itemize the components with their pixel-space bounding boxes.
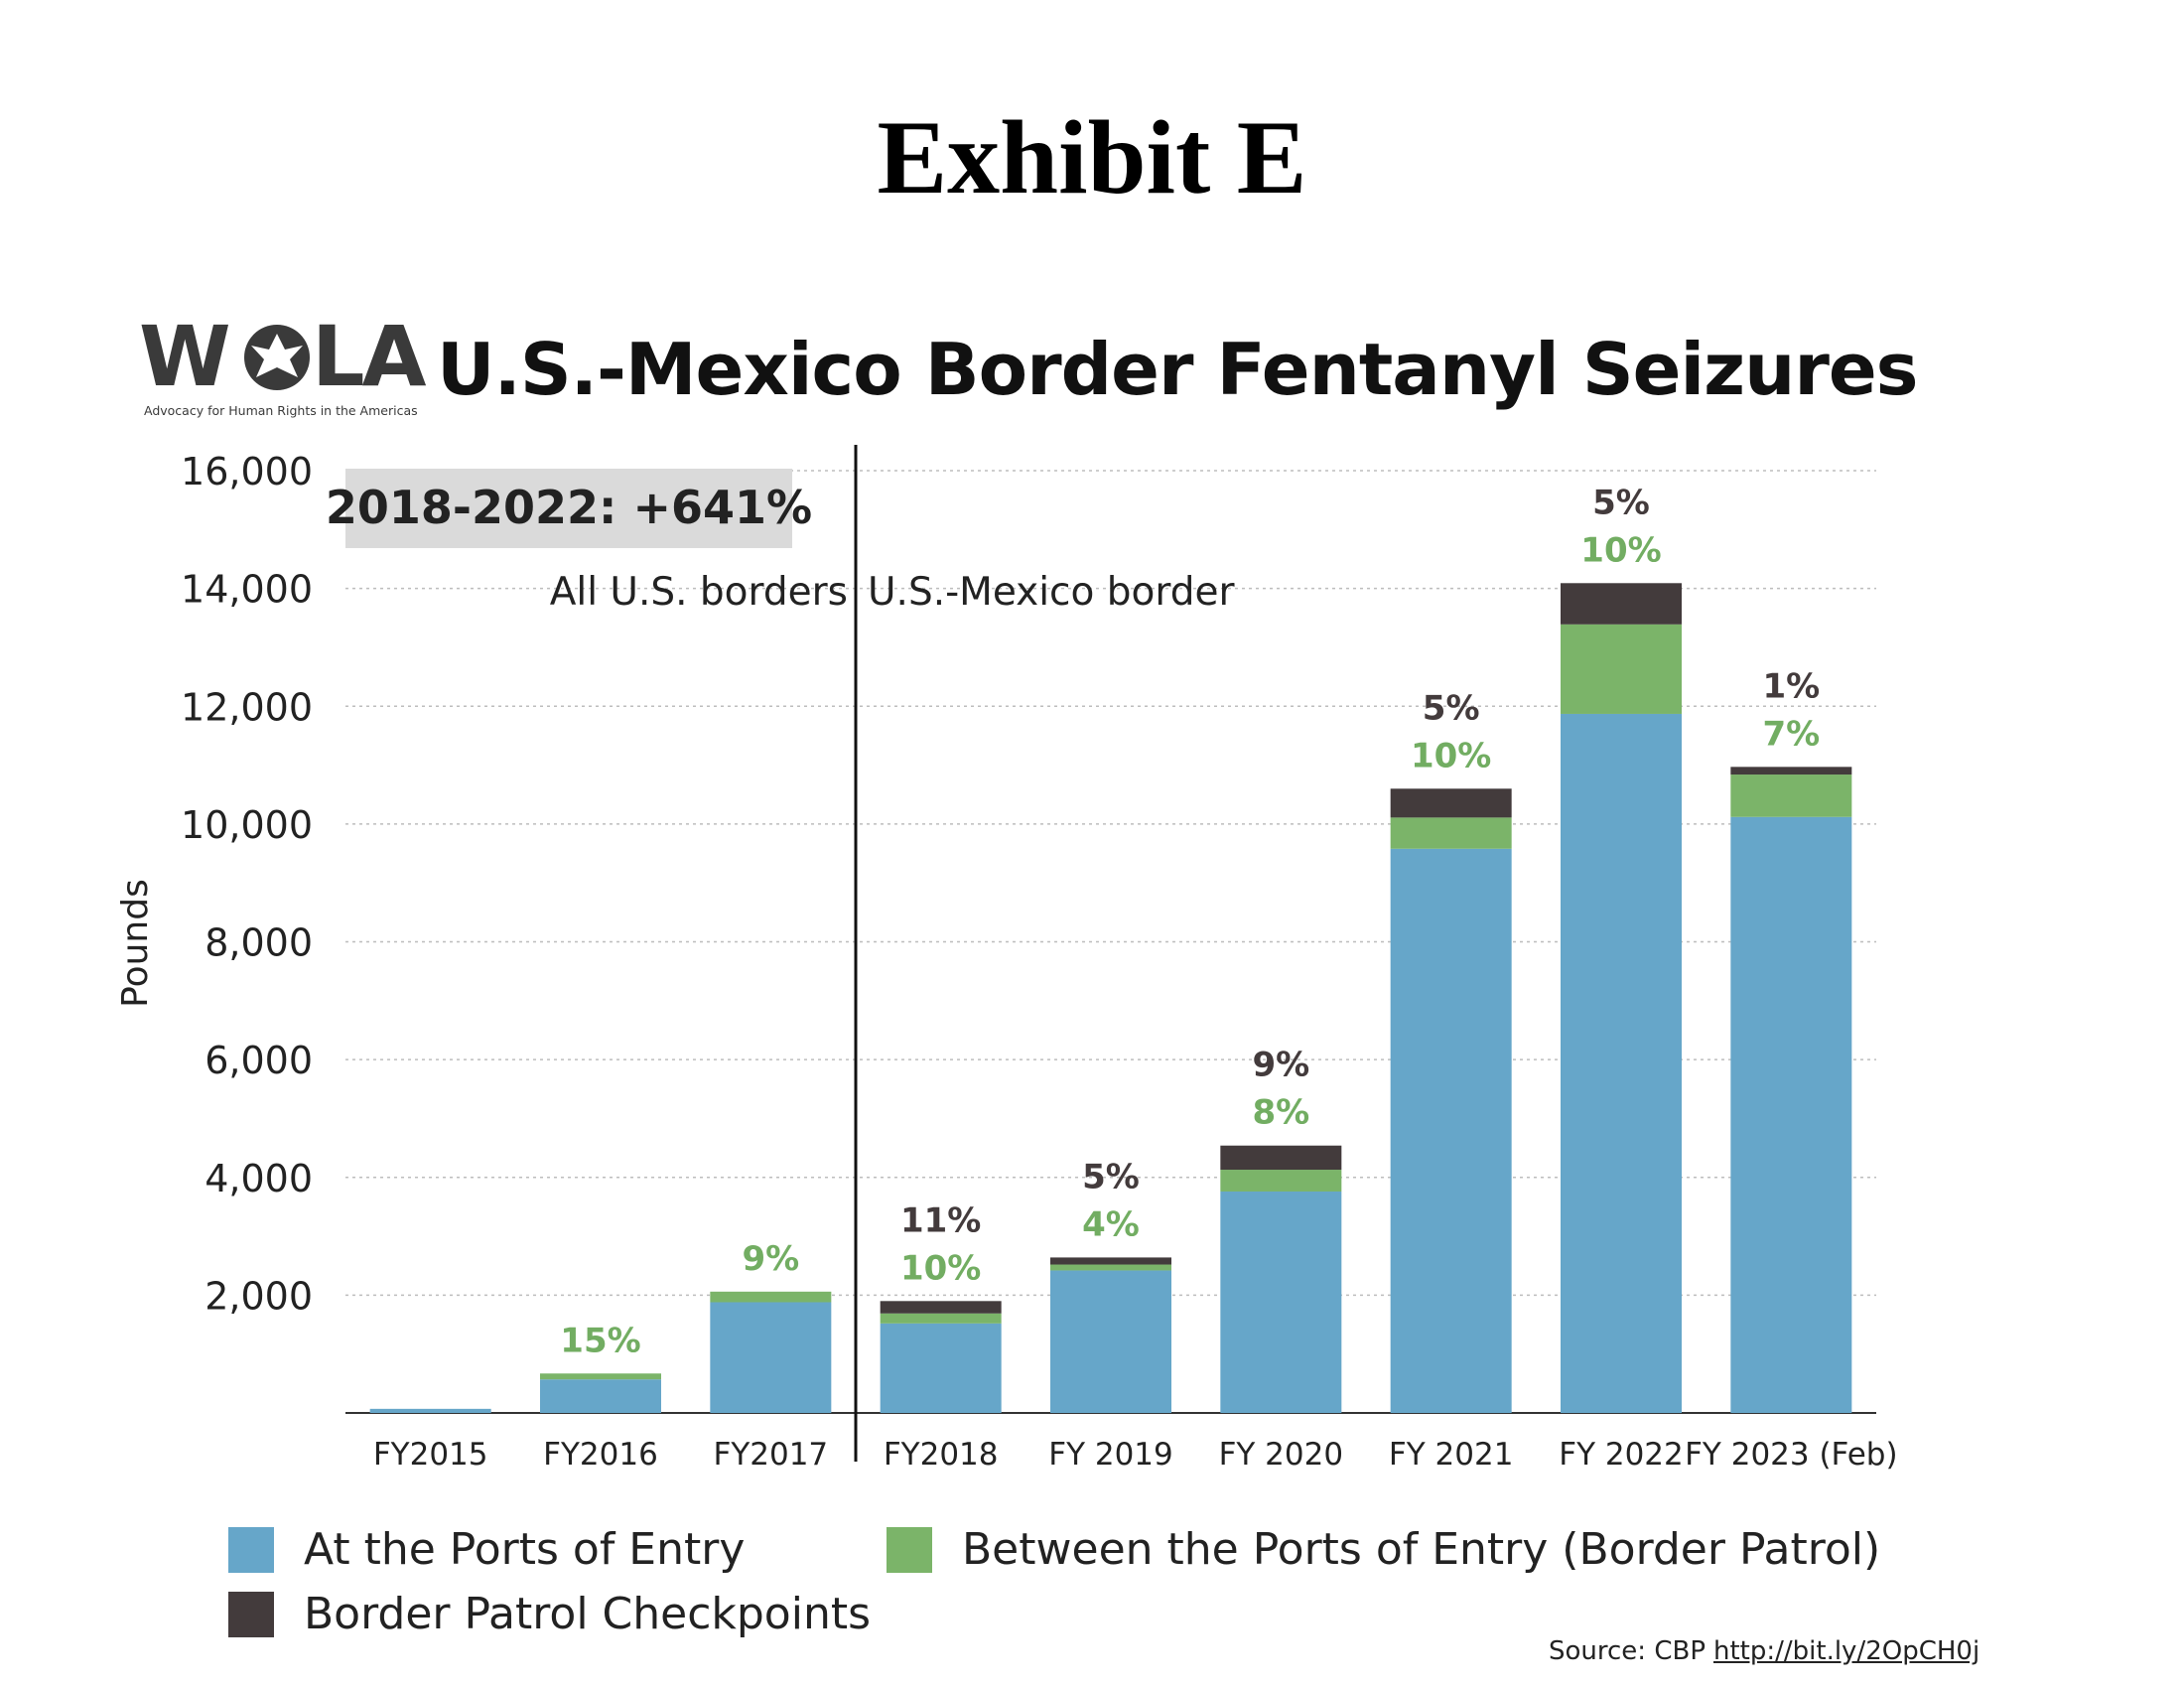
- y-axis-label: Pounds: [115, 879, 156, 1008]
- x-tick-label: FY 2022: [1559, 1437, 1684, 1473]
- bar-labels: 15% 9% 10% 11% 4% 5% 8% 9% 10% 5% 10% 5% 7% 1%: [560, 483, 1820, 1360]
- bar-segment: [1050, 1264, 1171, 1271]
- x-tick-label: FY 2020: [1219, 1437, 1344, 1473]
- wola-logo: W LA Advocacy for Human Rights in the Am…: [139, 316, 427, 418]
- source-link[interactable]: http://bit.ly/2OpCH0j: [1713, 1636, 1980, 1666]
- x-tick-label: FY2018: [884, 1437, 999, 1473]
- legend-label-ports: At the Ports of Entry: [304, 1524, 746, 1575]
- bar-label-between-pct: 4%: [1082, 1204, 1140, 1244]
- bar-label-between-pct: 10%: [1411, 736, 1491, 775]
- bar-label-checkpoint-pct: 1%: [1762, 666, 1820, 706]
- svg-text:W: W: [139, 316, 229, 405]
- y-tick-label: 6,000: [205, 1039, 313, 1082]
- legend-label-checkpoints: Border Patrol Checkpoints: [304, 1589, 872, 1639]
- source-note: Source: CBP http://bit.ly/2OpCH0j: [1549, 1638, 1979, 1664]
- annotations: All U.S. borders U.S.-Mexico border 2018-2…: [326, 445, 1235, 1462]
- y-tick-label: 16,000: [181, 450, 313, 493]
- x-tick-label: FY 2023 (Feb): [1685, 1437, 1897, 1473]
- y-tick-label: 10,000: [181, 803, 313, 847]
- bar-segment: [1561, 583, 1682, 625]
- y-tick-label: 14,000: [181, 568, 313, 612]
- bar-segment: [1220, 1191, 1342, 1413]
- legend-swatch-between: [887, 1526, 932, 1573]
- source-label: Source: CBP: [1549, 1636, 1706, 1666]
- highlight-text: 2018-2022: +641%: [326, 481, 812, 534]
- y-tick-label: 2,000: [205, 1274, 313, 1318]
- bar-segment: [1390, 817, 1512, 849]
- legend-item-between: Between the Ports of Entry (Border Patro…: [887, 1524, 1880, 1575]
- legend-item-checkpoints: Border Patrol Checkpoints: [228, 1589, 871, 1639]
- legend-swatch-checkpoints: [228, 1591, 274, 1637]
- bar-label-checkpoint-pct: 9%: [1252, 1046, 1309, 1085]
- bar-segment: [1730, 774, 1852, 817]
- bar-segment: [1390, 788, 1512, 818]
- x-tick-label: FY2017: [713, 1437, 828, 1473]
- bar-label-between-pct: 9%: [742, 1239, 799, 1279]
- bar-segment: [710, 1291, 832, 1303]
- legend-label-between: Between the Ports of Entry (Border Patro…: [962, 1524, 1881, 1575]
- y-tick-label: 4,000: [205, 1157, 313, 1200]
- bar-label-checkpoint-pct: 5%: [1423, 688, 1480, 728]
- highlight-box: [345, 469, 792, 548]
- bar-segment: [1730, 816, 1852, 1413]
- logo-tagline: Advocacy for Human Rights in the America…: [144, 403, 418, 418]
- bar-label-checkpoint-pct: 11%: [900, 1200, 981, 1240]
- bar-segment: [1050, 1257, 1171, 1265]
- y-tick-label: 12,000: [181, 685, 313, 729]
- svg-text:LA: LA: [312, 316, 427, 405]
- bar-label-between-pct: 8%: [1252, 1093, 1309, 1133]
- bar-segment: [1220, 1170, 1342, 1192]
- region-label-all-borders: All U.S. borders: [550, 570, 848, 615]
- axes: 2,000 4,000 6,000 8,000 10,000 12,000 14,000 16…: [115, 450, 1898, 1473]
- bar-segment: [540, 1379, 661, 1413]
- bars: [369, 583, 1852, 1413]
- bar-label-checkpoint-pct: 5%: [1592, 483, 1650, 522]
- chart-title: U.S.-Mexico Border Fentanyl Seizures: [437, 328, 1919, 411]
- bar-segment: [369, 1408, 491, 1413]
- x-tick-label: FY2016: [543, 1437, 658, 1473]
- x-tick-label: FY2015: [373, 1437, 488, 1473]
- bar-label-between-pct: 10%: [900, 1248, 981, 1288]
- bar-segment: [1730, 767, 1852, 775]
- bar-segment: [880, 1301, 1002, 1314]
- bar-segment: [710, 1302, 832, 1413]
- bar-segment: [1050, 1270, 1171, 1413]
- bar-segment: [1390, 848, 1512, 1413]
- x-tick-label: FY 2019: [1048, 1437, 1173, 1473]
- exhibit-label: Exhibit E: [877, 99, 1307, 215]
- bar-segment: [540, 1373, 661, 1380]
- bar-label-checkpoint-pct: 5%: [1082, 1157, 1140, 1196]
- x-tick-label: FY 2021: [1389, 1437, 1514, 1473]
- bar-segment: [1561, 624, 1682, 714]
- bar-segment: [880, 1323, 1002, 1413]
- bar-segment: [1220, 1145, 1342, 1171]
- legend-item-ports: At the Ports of Entry: [228, 1524, 745, 1575]
- bar-segment: [880, 1313, 1002, 1324]
- region-label-mexico-border: U.S.-Mexico border: [868, 570, 1235, 615]
- bar-label-between-pct: 10%: [1580, 530, 1661, 570]
- bar-segment: [1561, 713, 1682, 1413]
- legend-swatch-ports: [228, 1526, 274, 1573]
- bar-label-between-pct: 15%: [560, 1321, 640, 1360]
- y-tick-label: 8,000: [205, 921, 313, 965]
- bar-label-between-pct: 7%: [1762, 714, 1820, 754]
